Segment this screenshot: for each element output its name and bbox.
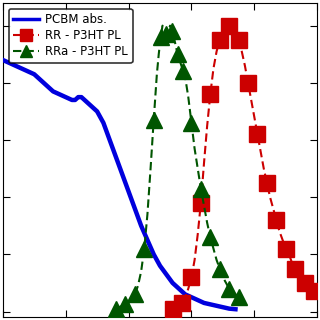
Legend: PCBM abs., RR - P3HT PL, RRa - P3HT PL: PCBM abs., RR - P3HT PL, RRa - P3HT PL — [9, 9, 133, 63]
